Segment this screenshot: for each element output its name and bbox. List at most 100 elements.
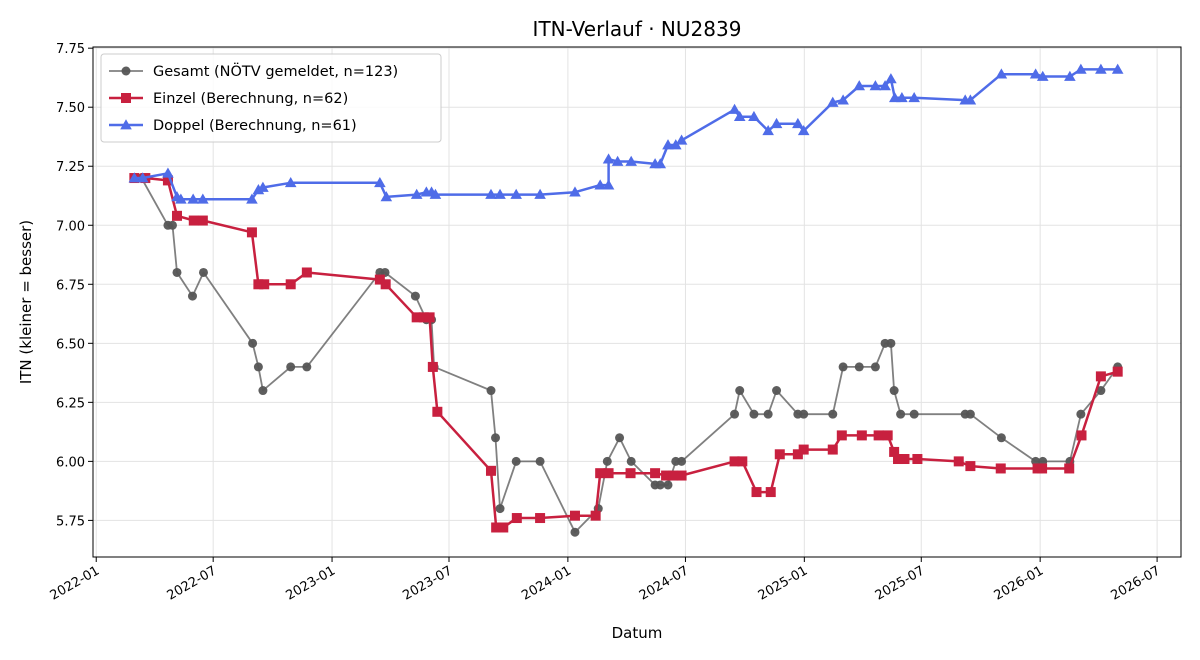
data-point [1076, 409, 1086, 419]
data-point [187, 193, 199, 204]
data-point [602, 153, 615, 164]
data-point [259, 279, 270, 290]
data-point [792, 449, 803, 460]
data-point [128, 172, 141, 183]
data-point [136, 172, 149, 183]
data-point [889, 386, 899, 396]
data-point [590, 510, 601, 521]
data-point [856, 430, 867, 441]
data-point [908, 91, 920, 103]
data-point [663, 480, 673, 490]
plot-area-frame [92, 46, 1182, 558]
data-point [837, 94, 849, 105]
data-point [198, 267, 208, 277]
data-point [171, 210, 182, 221]
data-point [870, 362, 880, 372]
data-point [853, 80, 866, 91]
data-point [602, 456, 612, 466]
data-point [411, 312, 422, 323]
data-point [167, 220, 177, 230]
data-point [485, 465, 496, 476]
data-point [253, 362, 263, 372]
data-point [285, 279, 296, 290]
data-point [1064, 463, 1075, 474]
data-point [498, 522, 509, 533]
data-point [1095, 371, 1106, 382]
data-point [737, 456, 748, 467]
data-point [374, 176, 386, 188]
data-point [197, 193, 209, 204]
data-point [677, 456, 687, 466]
series-layer [128, 63, 1124, 537]
data-point [188, 215, 199, 226]
x-axis-title: Datum [612, 624, 663, 642]
data-point [798, 444, 809, 455]
data-point [889, 446, 900, 457]
data-point [625, 155, 637, 166]
data-point [650, 468, 661, 479]
data-point [424, 312, 435, 323]
data-point [301, 267, 312, 278]
data-point [661, 470, 672, 481]
chart-title: ITN-Verlauf · NU2839 [533, 17, 742, 41]
data-point [965, 461, 976, 472]
data-point [762, 125, 774, 136]
data-point [763, 409, 773, 419]
data-point [374, 274, 385, 285]
data-point [953, 456, 964, 467]
data-point [1076, 430, 1087, 441]
data-point [886, 338, 896, 348]
data-point [1029, 68, 1042, 79]
data-point [172, 267, 182, 277]
data-point [257, 181, 269, 192]
y-tick-label: 7.00 [56, 219, 85, 234]
data-point [380, 279, 391, 290]
data-point [284, 176, 297, 188]
legend-marker [121, 66, 131, 76]
data-point [909, 409, 919, 419]
data-point [668, 470, 679, 481]
data-point [418, 312, 429, 323]
data-point [302, 362, 312, 372]
data-point [1037, 463, 1048, 474]
legend-marker [120, 119, 132, 130]
data-point [258, 386, 268, 396]
data-point [535, 513, 546, 524]
data-point [162, 175, 173, 186]
data-point [964, 94, 977, 105]
data-point [879, 80, 891, 91]
data-point [838, 362, 848, 372]
data-point [826, 96, 839, 107]
data-point [429, 188, 442, 199]
data-point [896, 409, 906, 419]
data-point [569, 510, 580, 521]
data-point [569, 186, 581, 197]
data-point [511, 513, 522, 524]
data-point [1111, 63, 1124, 74]
data-point [873, 430, 884, 441]
data-point [1075, 63, 1087, 74]
y-tick-label: 7.50 [56, 101, 85, 116]
data-point [534, 188, 546, 199]
data-point [655, 480, 665, 490]
data-point [380, 191, 393, 202]
legend-label: Einzel (Berechnung, n=62) [153, 91, 348, 107]
data-point [510, 188, 522, 199]
data-point [595, 468, 606, 479]
legend: Gesamt (NÖTV gemeldet, n=123) Einzel (Ber… [100, 53, 442, 143]
data-point [248, 338, 258, 348]
data-point [432, 406, 443, 417]
data-point [427, 361, 438, 372]
data-point [197, 215, 208, 226]
y-tick-label: 7.75 [56, 42, 85, 57]
data-point [728, 103, 741, 114]
data-point [246, 193, 258, 204]
data-point [1112, 366, 1123, 377]
data-point [511, 456, 521, 466]
data-point [611, 155, 624, 166]
data-point [615, 433, 625, 443]
data-point [854, 362, 864, 372]
data-point [893, 454, 904, 465]
data-point [965, 409, 975, 419]
